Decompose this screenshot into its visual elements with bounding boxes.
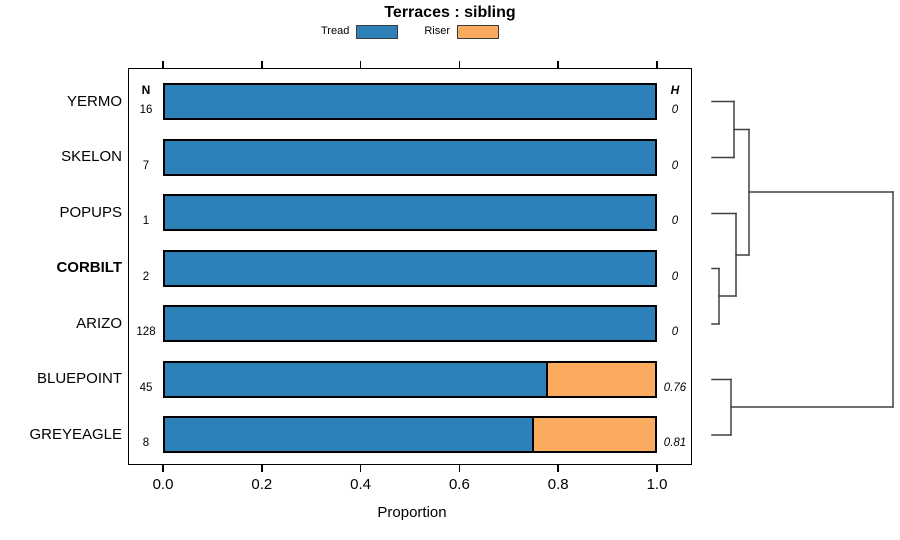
bar-segment-tread [163,416,534,453]
legend: Tread Riser [0,23,820,40]
h-value: 0.76 [663,381,687,394]
x-axis-tick-top [359,61,362,68]
x-axis-tick-top [162,61,164,68]
x-axis-tick-label: 0.2 [251,476,273,493]
legend-swatch-riser [457,24,499,39]
x-axis-tick-top [458,61,461,68]
category-label-bluepoint: BLUEPOINT [36,370,122,387]
bar-row-yermo [163,83,657,120]
category-label-greyeagle: GREYEAGLE [29,425,122,443]
h-value: 0.81 [663,437,687,449]
x-axis-tick [261,465,263,472]
h-value: 0 [671,270,679,283]
h-value: 0 [671,215,679,227]
x-axis-tick [162,465,164,472]
category-label-arizo: ARIZO [76,314,122,332]
n-value: 128 [136,326,156,338]
n-value: 45 [139,381,153,394]
bar-segment-tread [163,360,549,398]
bar-segment-tread [163,194,657,231]
x-axis-tick-label: 1.0 [646,476,668,493]
x-axis-tick [458,465,461,472]
legend-item-riser: Riser [424,24,499,39]
bar-row-corbilt [163,249,657,287]
legend-label: Tread [321,25,350,37]
bar-segment-tread [163,305,657,342]
bar-segment-riser [533,416,657,453]
n-value: 16 [139,104,153,116]
n-column-header: N [141,83,151,97]
legend-swatch-tread [356,24,399,39]
n-value: 2 [142,270,150,283]
bar-segment-tread [163,249,657,287]
bar-segment-riser [548,360,657,398]
x-axis-tick-label: 0.6 [448,476,470,493]
x-axis-tick [656,465,658,472]
x-axis-tick [557,465,559,472]
x-axis-title: Proportion [377,504,447,521]
category-label-corbilt: CORBILT [56,259,122,276]
bar-row-bluepoint [163,360,657,398]
category-label-skelon: SKELON [61,148,122,165]
n-value: 8 [142,437,150,449]
x-axis-tick-label: 0.8 [547,476,569,493]
legend-label: Riser [424,25,450,37]
h-value: 0 [671,326,679,338]
plot-area [128,68,692,465]
x-axis-tick-label: 0.0 [152,476,174,493]
x-axis-tick-label: 0.4 [350,476,372,493]
category-label-yermo: YERMO [66,92,122,110]
x-axis-tick-top [656,61,658,68]
h-value: 0 [671,159,679,172]
bar-row-arizo [163,305,657,342]
legend-item-tread: Tread [321,24,399,39]
bar-segment-tread [163,83,657,120]
h-column-header: H [670,83,680,97]
bar-row-popups [163,194,657,231]
bar-row-skelon [163,138,657,176]
x-axis-tick [359,465,362,472]
x-axis-tick-top [261,61,263,68]
bar-segment-tread [163,138,657,176]
n-value: 7 [142,159,150,172]
n-value: 1 [142,215,150,227]
category-label-popups: POPUPS [59,203,122,221]
h-value: 0 [671,104,679,116]
chart-title: Terraces : sibling [384,4,516,21]
bar-row-greyeagle [163,416,657,453]
x-axis-tick-top [557,61,559,68]
